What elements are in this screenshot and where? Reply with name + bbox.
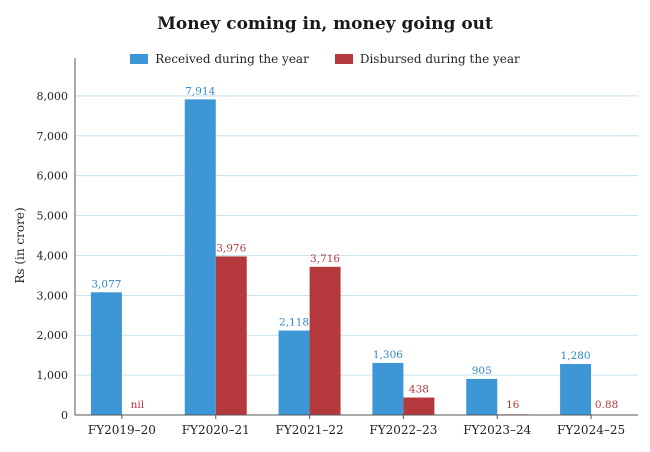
y-tick-label: 4,000 [37, 249, 69, 262]
gridlines [75, 95, 638, 376]
axes: 0 1,000 2,000 3,000 4,000 5,000 6,000 7,000 8,00… [37, 58, 638, 437]
y-tick-label: 8,000 [37, 90, 69, 103]
bar-received [372, 362, 404, 415]
legend: Received during the year Disbursed durin… [0, 52, 650, 66]
y-tick-label: 6,000 [37, 170, 69, 183]
legend-item-disbursed: Disbursed during the year [334, 52, 520, 66]
x-tick-label: FY2019–20 [88, 423, 156, 437]
y-tick-label: 5,000 [37, 210, 69, 223]
bar-received [466, 378, 498, 415]
x-tick-label: FY2020–21 [182, 423, 250, 437]
y-tick-label: 1,000 [37, 369, 69, 382]
chart-title: Money coming in, money going out [157, 14, 493, 34]
x-tick-label: FY2022–23 [369, 423, 437, 437]
x-tick-label: FY2024–25 [557, 423, 625, 437]
x-tick-label: FY2021–22 [276, 423, 344, 437]
bar-received [278, 330, 310, 415]
y-tick-label: 3,000 [37, 289, 69, 302]
bar-disbursed [309, 266, 341, 415]
data-label: 16 [506, 399, 520, 411]
y-axis-title: Rs (in crore) [13, 207, 27, 283]
data-label: 2,118 [279, 317, 309, 329]
y-tick-label: 7,000 [37, 130, 69, 143]
bar-received [90, 292, 122, 415]
bar-disbursed [215, 256, 247, 415]
bar-received [184, 99, 216, 415]
data-label: 1,306 [373, 349, 403, 361]
data-label: nil [131, 399, 145, 411]
bar-received [560, 363, 592, 415]
data-label: 3,716 [310, 253, 340, 265]
y-tick-label: 0 [61, 409, 68, 422]
data-label: 3,976 [216, 242, 246, 254]
legend-swatch-received [130, 54, 149, 64]
data-label: 1,280 [561, 350, 591, 362]
x-tick-label: FY2023–24 [463, 423, 531, 437]
data-label: 0.88 [595, 399, 618, 411]
legend-swatch-disbursed [334, 54, 353, 64]
bars: 3,077 nil 7,914 3,976 2,118 3,716 1,306 438 905 1… [90, 85, 623, 415]
bar-disbursed [403, 397, 435, 415]
legend-label-received: Received during the year [155, 52, 309, 66]
data-label: 905 [472, 365, 492, 377]
data-label: 7,914 [185, 85, 215, 97]
legend-label-disbursed: Disbursed during the year [359, 52, 520, 66]
y-tick-label: 2,000 [37, 329, 69, 342]
legend-item-received: Received during the year [130, 52, 309, 66]
data-label: 3,077 [91, 278, 121, 290]
data-label: 438 [409, 384, 429, 396]
